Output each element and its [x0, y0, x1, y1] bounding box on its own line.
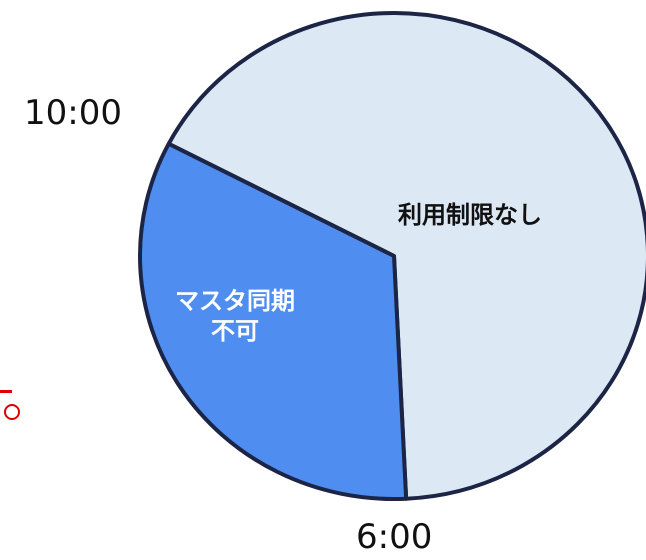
slice-label-master-sync-unavailable: マスタ同期 不可	[175, 286, 295, 346]
time-label-start: 10:00	[24, 93, 122, 133]
slice-label-line-2: 不可	[211, 317, 259, 345]
slice-label-no-restriction: 利用制限なし	[398, 201, 542, 229]
stray-dash	[0, 390, 12, 393]
time-label-end: 6:00	[356, 517, 433, 557]
pie-slice-0	[166, 11, 646, 501]
slice-label-line-1: マスタ同期	[175, 287, 295, 315]
pie-slice-1	[138, 141, 409, 501]
stray-period: 。	[4, 404, 20, 420]
